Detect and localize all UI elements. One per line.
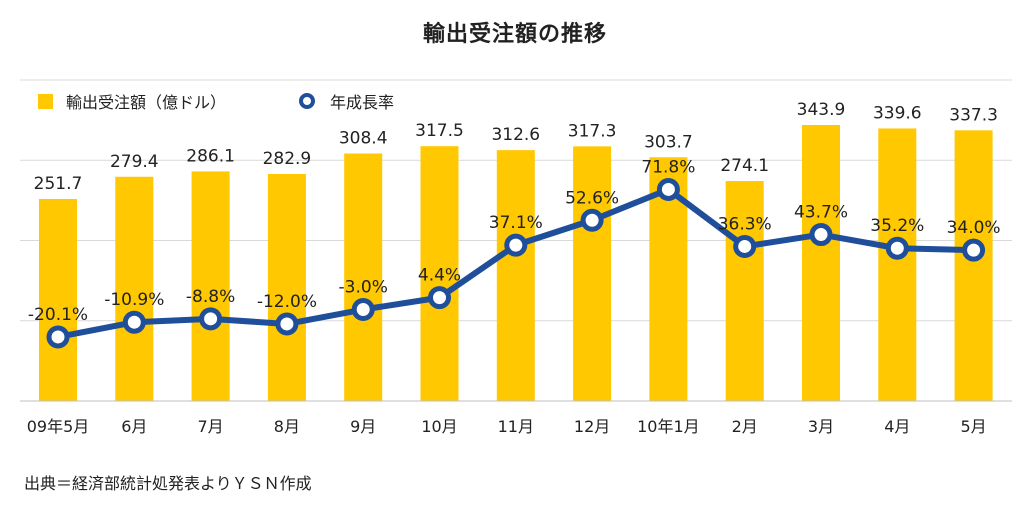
bar-label-11: 339.6 xyxy=(873,103,922,123)
bar-3 xyxy=(267,173,306,401)
bar-label-10: 343.9 xyxy=(797,100,846,120)
x-tick-label-3: 8月 xyxy=(274,417,300,436)
x-tick-label-12: 5月 xyxy=(961,417,987,436)
x-tick-label-8: 10年1月 xyxy=(637,417,700,436)
growth-point-11 xyxy=(885,236,909,260)
bar-9 xyxy=(725,181,764,401)
growth-label-9: 36.3% xyxy=(718,214,772,234)
bar-12 xyxy=(954,130,993,401)
growth-label-5: 4.4% xyxy=(418,266,461,286)
x-tick-label-1: 6月 xyxy=(121,417,147,436)
growth-label-6: 37.1% xyxy=(489,213,543,233)
growth-point-2 xyxy=(199,307,223,331)
bar-6 xyxy=(496,150,535,401)
growth-point-1 xyxy=(122,310,146,334)
bar-2 xyxy=(191,171,230,401)
bar-label-3: 282.9 xyxy=(263,149,312,169)
x-tick-label-9: 2月 xyxy=(732,417,758,436)
growth-label-11: 35.2% xyxy=(870,216,924,236)
x-tick-label-11: 4月 xyxy=(884,417,910,436)
growth-label-2: -8.8% xyxy=(186,287,235,307)
bar-label-4: 308.4 xyxy=(339,129,388,149)
growth-point-5 xyxy=(428,286,451,310)
growth-point-0 xyxy=(46,325,70,349)
x-tick-label-6: 11月 xyxy=(498,417,534,436)
bar-5 xyxy=(420,146,459,401)
source-note: 出典＝経済部統計処発表よりＹＳＮ作成 xyxy=(24,474,312,493)
bar-label-5: 317.5 xyxy=(415,121,464,141)
growth-point-4 xyxy=(351,298,375,322)
bar-1 xyxy=(115,176,154,401)
legend-line-label: 年成長率 xyxy=(330,93,394,112)
growth-label-12: 34.0% xyxy=(947,218,1001,238)
x-tick-label-4: 9月 xyxy=(350,417,376,436)
growth-point-8 xyxy=(656,177,680,201)
x-tick-label-0: 09年5月 xyxy=(27,417,90,436)
growth-label-7: 52.6% xyxy=(565,188,619,208)
growth-label-1: -10.9% xyxy=(104,290,164,310)
growth-point-12 xyxy=(962,238,986,262)
legend-bar-label: 輸出受注額（億ドル） xyxy=(66,93,226,112)
growth-point-10 xyxy=(809,223,833,247)
x-tick-label-2: 7月 xyxy=(198,417,224,436)
legend-bar-swatch xyxy=(38,94,53,109)
bar-label-8: 303.7 xyxy=(644,132,693,152)
x-tick-label-10: 3月 xyxy=(808,417,834,436)
chart-title: 輸出受注額の推移 xyxy=(422,22,607,47)
x-tick-label-7: 12月 xyxy=(574,417,610,436)
growth-point-7 xyxy=(580,208,604,232)
growth-point-6 xyxy=(504,233,528,257)
bar-11 xyxy=(878,128,917,401)
bar-label-7: 317.3 xyxy=(568,121,617,141)
bar-label-6: 312.6 xyxy=(491,125,540,145)
bar-label-12: 337.3 xyxy=(949,105,998,125)
growth-label-10: 43.7% xyxy=(794,203,848,223)
bar-10 xyxy=(802,125,840,401)
growth-point-3 xyxy=(275,312,299,336)
bar-label-9: 274.1 xyxy=(720,156,769,176)
growth-label-3: -12.0% xyxy=(257,292,317,312)
growth-label-4: -3.0% xyxy=(339,278,388,298)
bar-label-1: 279.4 xyxy=(110,152,159,172)
bar-0 xyxy=(39,199,77,401)
bar-label-2: 286.1 xyxy=(186,146,235,166)
growth-point-9 xyxy=(733,234,757,258)
legend-line-marker xyxy=(299,93,315,109)
bar-label-0: 251.7 xyxy=(34,174,83,194)
bar-4 xyxy=(344,153,383,401)
bar-7 xyxy=(573,146,612,401)
growth-label-0: -20.1% xyxy=(28,305,88,325)
x-tick-label-5: 10月 xyxy=(421,417,457,436)
growth-label-8: 71.8% xyxy=(641,157,695,177)
